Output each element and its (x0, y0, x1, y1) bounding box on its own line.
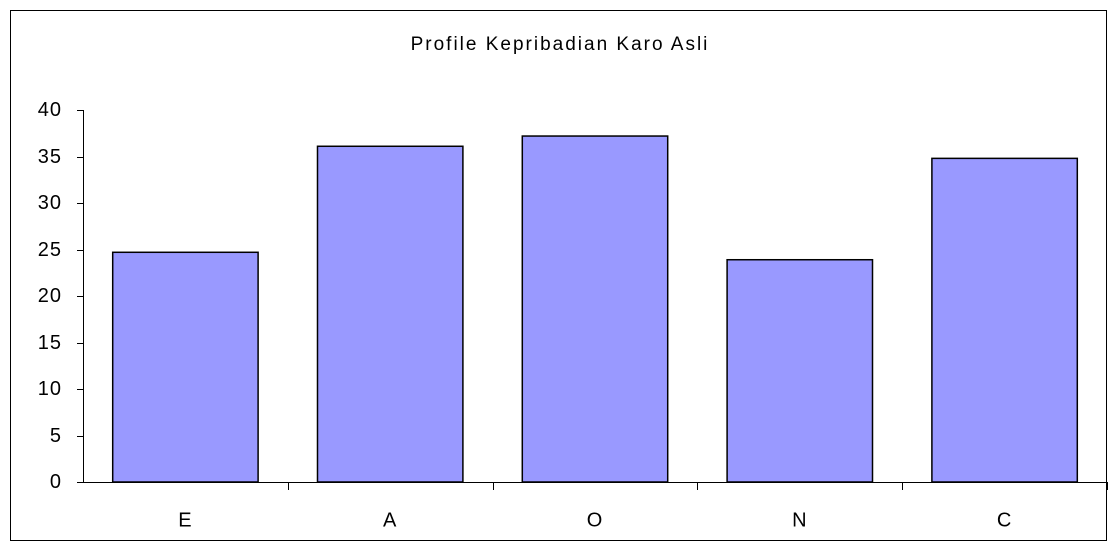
y-tick-label: 30 (38, 192, 62, 214)
bar (726, 258, 874, 483)
y-tick-label: 0 (50, 471, 62, 493)
y-tick-label: 40 (38, 99, 62, 121)
y-tick-label: 20 (38, 285, 62, 307)
chart-title: Profile Kepribadian Karo Asli (411, 34, 710, 55)
y-tick-label: 25 (38, 239, 62, 261)
bar (931, 157, 1079, 483)
x-tick-label: O (587, 509, 604, 531)
x-tick-label: C (997, 509, 1012, 531)
x-tick-label: E (178, 509, 192, 531)
y-tick-label: 5 (50, 425, 62, 447)
y-tick-label: 10 (38, 378, 62, 400)
bar (316, 145, 464, 483)
y-tick-label: 35 (38, 146, 62, 168)
x-tick-label: A (383, 509, 397, 531)
x-tick-label: N (792, 509, 807, 531)
bar (111, 251, 259, 483)
y-tick-label: 15 (38, 332, 62, 354)
bar (521, 135, 669, 483)
